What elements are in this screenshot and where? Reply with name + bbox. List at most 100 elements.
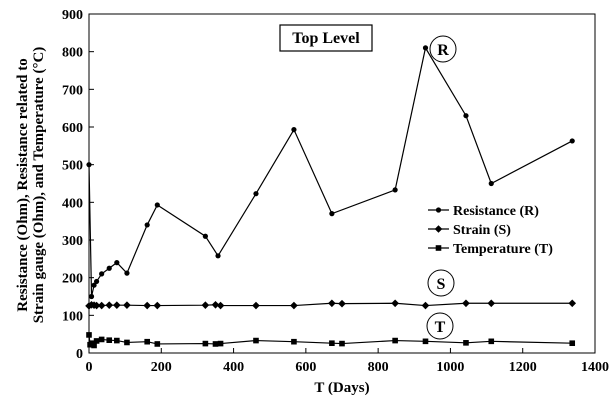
data-point-t bbox=[202, 340, 209, 347]
data-point-s bbox=[391, 299, 399, 308]
data-point-s bbox=[113, 301, 121, 309]
data-point-s bbox=[123, 301, 131, 309]
data-point-s bbox=[143, 301, 151, 310]
data-point-r bbox=[93, 278, 100, 285]
series-layer bbox=[85, 45, 577, 349]
data-point-r bbox=[253, 191, 259, 197]
data-point-s bbox=[105, 301, 114, 309]
data-point-t bbox=[91, 342, 97, 349]
y-tick-label: 0 bbox=[76, 347, 83, 362]
y-tick-label: 700 bbox=[62, 83, 83, 98]
plot-frame bbox=[88, 13, 596, 354]
data-point-r bbox=[99, 271, 105, 277]
data-point-t bbox=[144, 338, 150, 345]
data-point-s bbox=[211, 300, 220, 309]
data-point-t bbox=[98, 336, 105, 343]
x-axis-title: T (Days) bbox=[314, 380, 369, 396]
data-point-t bbox=[422, 338, 429, 345]
data-point-r bbox=[154, 202, 160, 208]
legend-item-t: Temperature (T) bbox=[428, 242, 553, 257]
data-point-t bbox=[106, 337, 113, 343]
data-point-s bbox=[421, 301, 430, 310]
series-callout-r: R bbox=[429, 35, 457, 63]
data-point-s bbox=[462, 299, 470, 308]
y-tick-label: 300 bbox=[62, 234, 83, 249]
y-axis-title: Resistance (Ohm), Resistance related to S… bbox=[15, 47, 47, 324]
legend-label: Strain (S) bbox=[453, 223, 511, 238]
series-callout-label: S bbox=[437, 276, 446, 293]
legend-marker bbox=[435, 245, 442, 251]
data-point-s bbox=[252, 301, 260, 310]
series-s bbox=[85, 299, 577, 310]
data-point-t bbox=[463, 340, 469, 346]
data-point-r bbox=[329, 211, 335, 217]
data-point-t bbox=[329, 340, 335, 347]
data-point-s bbox=[290, 301, 298, 310]
series-callouts: R S T bbox=[426, 35, 457, 340]
x-tick-label: 1400 bbox=[581, 360, 609, 375]
x-tick-label: 600 bbox=[295, 360, 316, 375]
series-callout-label: R bbox=[437, 42, 449, 59]
y-tick-label: 900 bbox=[62, 8, 83, 23]
y-tick-label: 400 bbox=[62, 196, 83, 211]
data-point-r bbox=[488, 180, 494, 187]
data-point-r bbox=[144, 222, 150, 228]
data-point-t bbox=[93, 338, 100, 344]
legend-marker bbox=[435, 207, 442, 213]
x-tick-label: 0 bbox=[86, 360, 93, 375]
data-point-s bbox=[338, 299, 346, 308]
data-point-t bbox=[154, 341, 161, 347]
data-point-s bbox=[201, 301, 210, 309]
series-callout-s: S bbox=[427, 269, 455, 297]
data-point-t bbox=[124, 339, 130, 346]
series-t bbox=[86, 332, 576, 349]
data-point-r bbox=[463, 113, 469, 119]
data-point-s bbox=[153, 301, 162, 310]
data-point-r bbox=[88, 293, 95, 300]
series-callout-t: T bbox=[426, 312, 454, 340]
x-tick-label: 1000 bbox=[436, 360, 464, 375]
y-tick-label: 500 bbox=[62, 159, 83, 174]
series-callout-label: T bbox=[435, 319, 446, 336]
y-axis-title-line: Strain gauge (Ohm), and Temperature (°C) bbox=[31, 47, 47, 324]
data-point-s bbox=[487, 299, 496, 308]
data-point-t bbox=[217, 340, 224, 347]
data-point-t bbox=[339, 340, 345, 347]
axis-ticks: 0 200 400 600 800 1000 1200 1400 0 100 200 300 400 50… bbox=[62, 8, 609, 375]
data-point-r bbox=[569, 138, 575, 144]
data-point-t bbox=[291, 338, 297, 345]
y-axis-title-line: Resistance (Ohm), Resistance related to bbox=[15, 58, 31, 311]
data-point-s bbox=[97, 301, 106, 310]
data-point-r bbox=[106, 265, 112, 271]
x-tick-label: 200 bbox=[151, 360, 172, 375]
annotation-box-label: Top Level bbox=[292, 30, 360, 47]
data-point-r bbox=[124, 270, 130, 276]
data-point-s bbox=[216, 301, 225, 310]
annotation-box: Top Level bbox=[279, 24, 373, 52]
y-tick-label: 100 bbox=[62, 309, 83, 324]
data-point-r bbox=[422, 45, 429, 51]
legend-item-s: Strain (S) bbox=[428, 223, 511, 238]
data-point-r bbox=[114, 260, 120, 266]
data-point-t bbox=[392, 337, 398, 344]
y-tick-label: 800 bbox=[62, 46, 83, 61]
data-point-t bbox=[488, 338, 495, 345]
series-r bbox=[86, 45, 575, 300]
y-tick-label: 200 bbox=[62, 272, 83, 287]
data-point-t bbox=[212, 341, 219, 347]
data-point-r bbox=[215, 253, 221, 259]
data-point-s bbox=[328, 299, 336, 308]
legend: Resistance (R) Strain (S) Temperature (T) bbox=[428, 204, 553, 257]
legend-item-r: Resistance (R) bbox=[428, 204, 539, 219]
data-point-t bbox=[569, 340, 576, 347]
data-point-r bbox=[202, 233, 208, 239]
data-point-s bbox=[92, 301, 101, 310]
x-tick-label: 400 bbox=[223, 360, 244, 375]
data-point-r bbox=[91, 282, 97, 288]
data-point-t bbox=[114, 337, 120, 344]
x-tick-label: 1200 bbox=[509, 360, 537, 375]
data-point-r bbox=[291, 127, 297, 133]
x-tick-label: 800 bbox=[368, 360, 389, 375]
data-point-r bbox=[392, 187, 398, 193]
